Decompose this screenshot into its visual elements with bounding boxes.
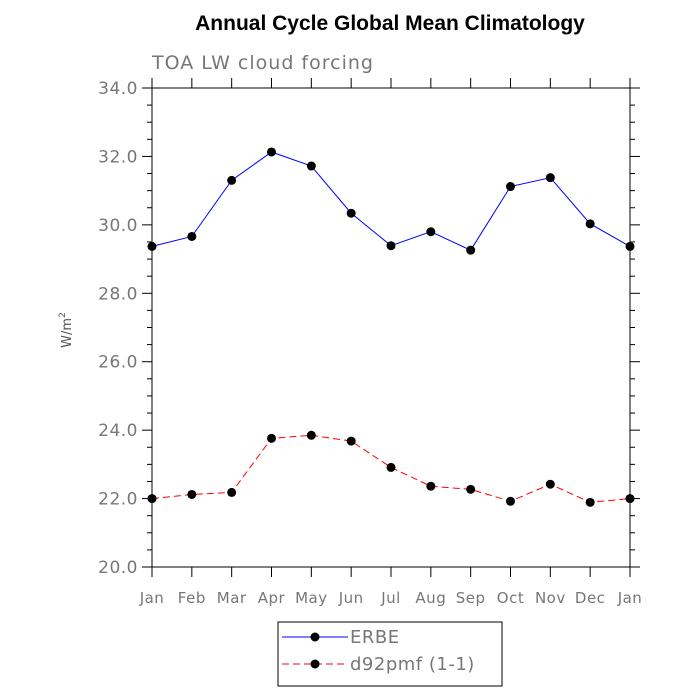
legend-box (277, 621, 503, 687)
y-axis-label-sup: 2 (58, 312, 68, 318)
data-point (346, 208, 356, 218)
plot-frame (151, 87, 631, 568)
y-tick-label: 32.0 (98, 147, 138, 167)
data-point (466, 245, 476, 255)
x-tick-label: Oct (497, 589, 524, 607)
data-point (426, 227, 436, 237)
x-tick-label: Nov (535, 589, 566, 607)
y-tick-label: 30.0 (98, 216, 138, 236)
x-tick-label: Mar (217, 589, 247, 607)
data-point (346, 436, 356, 446)
chart-subtitle: TOA LW cloud forcing (151, 52, 374, 74)
data-point (466, 484, 476, 494)
data-point (386, 241, 396, 251)
x-tick-label: May (295, 589, 328, 607)
data-point (187, 489, 197, 499)
series-line-0 (151, 151, 631, 251)
data-point (585, 497, 595, 507)
x-tick-label: Sep (456, 589, 486, 607)
y-axis-label: W/m2 (58, 312, 75, 348)
data-point (386, 462, 396, 472)
chart-title: Annual Cycle Global Mean Climatology (195, 12, 585, 35)
legend-marker (310, 632, 320, 642)
x-tick-label: Jan (617, 589, 643, 607)
series-layer (147, 147, 635, 507)
data-point (147, 494, 157, 504)
x-tick-label: Aug (415, 589, 446, 607)
y-tick-label: 34.0 (98, 79, 138, 99)
data-point (625, 241, 635, 251)
data-point (625, 494, 635, 504)
data-point (306, 430, 316, 440)
x-axis: Jan Feb Mar Apr May Jun Jul Aug Sep Oct Nov Dec Jan (139, 78, 643, 607)
data-point (506, 496, 515, 506)
data-point (187, 231, 197, 241)
x-tick-label: Dec (575, 589, 606, 607)
data-point (227, 487, 237, 497)
y-tick-label: 22.0 (98, 490, 138, 510)
data-point (506, 182, 515, 192)
data-point (147, 241, 157, 251)
legend-label: ERBE (350, 627, 400, 648)
x-tick-label: Feb (178, 589, 206, 607)
x-tick-label: Apr (258, 589, 286, 607)
legend-label: d92pmf (1-1) (350, 654, 475, 675)
data-point (267, 433, 276, 443)
data-point (306, 161, 316, 171)
data-point (585, 219, 595, 229)
y-axis: 20.0 22.0 24.0 26.0 28.0 30.0 32.0 34.0 (98, 79, 640, 578)
y-tick-label: 20.0 (98, 558, 138, 578)
plot-area (151, 87, 631, 568)
data-point (267, 147, 276, 157)
legend: ERBE d92pmf (1-1) (277, 621, 503, 687)
y-tick-label: 26.0 (98, 353, 138, 373)
data-point (426, 481, 436, 491)
y-tick-label: 24.0 (98, 421, 138, 441)
data-point (545, 173, 555, 183)
data-point (227, 175, 237, 185)
x-tick-label: Jan (139, 589, 165, 607)
data-point (545, 479, 555, 489)
legend-marker (310, 659, 320, 669)
y-tick-label: 28.0 (98, 284, 138, 304)
x-tick-label: Jun (338, 589, 364, 607)
y-axis-label-base: W/m (60, 318, 75, 348)
x-tick-label: Jul (380, 589, 401, 607)
